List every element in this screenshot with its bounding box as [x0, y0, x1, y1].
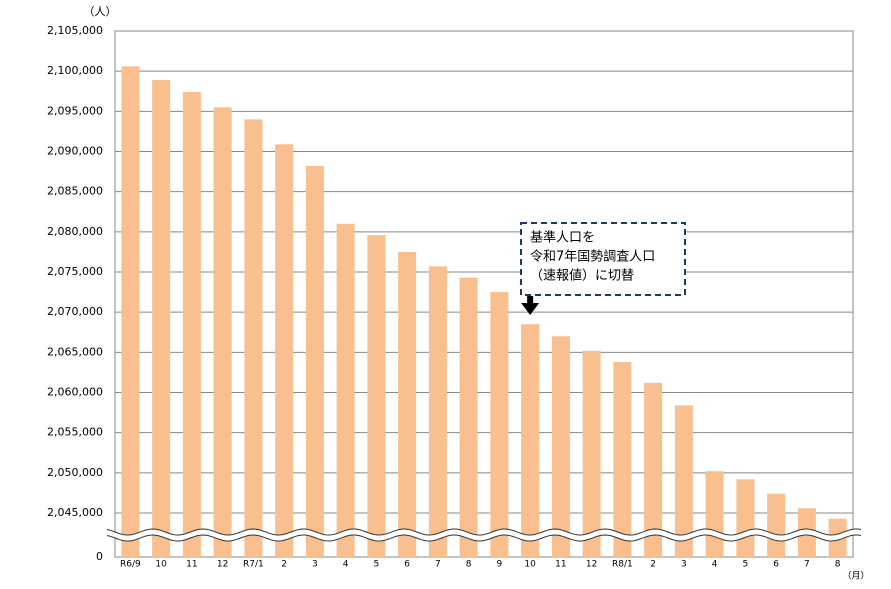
x-tick-label: 2	[281, 560, 287, 570]
y-tick-label: 2,090,000	[47, 145, 103, 158]
bar	[152, 80, 171, 558]
annotation-box	[520, 222, 686, 296]
x-tick-label: 7	[804, 560, 810, 570]
y-tick-label: 2,050,000	[47, 466, 103, 479]
y-tick-label: 2,095,000	[47, 104, 103, 117]
bar	[582, 350, 601, 557]
y-tick-label: 2,065,000	[47, 345, 103, 358]
x-unit: （月）	[842, 571, 869, 582]
bar	[275, 144, 294, 557]
x-tick-label: 6	[773, 560, 779, 570]
bar	[336, 223, 355, 558]
bar	[767, 493, 786, 557]
bar	[305, 165, 324, 557]
bar	[182, 92, 201, 557]
x-tick-label: 4	[343, 560, 349, 570]
bar	[244, 119, 263, 557]
x-tick-label: R8/1	[612, 560, 633, 570]
x-tick-label: 4	[712, 560, 718, 570]
x-tick-label: 6	[404, 560, 410, 570]
bar	[428, 266, 447, 557]
y-tick-label: 2,100,000	[47, 64, 103, 77]
x-tick-label: 2	[650, 560, 656, 570]
x-tick-label: 7	[435, 560, 441, 570]
x-tick-label: 5	[743, 560, 749, 570]
bar	[551, 336, 570, 557]
y-tick-label: 2,080,000	[47, 225, 103, 238]
axis-break-line	[106, 534, 862, 542]
bar	[121, 66, 140, 557]
bar	[521, 324, 540, 557]
bar	[705, 471, 724, 557]
axis-break-line	[106, 528, 862, 536]
x-tick-label: 8	[466, 560, 472, 570]
y-tick-label: 0	[96, 550, 103, 563]
x-tick-label: 10	[155, 560, 167, 570]
x-tick-label: 5	[374, 560, 380, 570]
bar	[213, 107, 232, 558]
y-tick-label: 2,055,000	[47, 426, 103, 439]
y-unit: （人）	[84, 5, 117, 18]
x-tick-label: R7/1	[243, 560, 264, 570]
y-tick-label: 2,070,000	[47, 305, 103, 318]
y-tick-label: 2,045,000	[47, 506, 103, 519]
bar	[613, 361, 632, 557]
x-tick-label: 11	[555, 560, 566, 570]
arrow-head	[521, 303, 540, 315]
bar	[459, 277, 478, 557]
bar	[490, 292, 509, 557]
x-tick-label: 9	[497, 560, 503, 570]
x-tick-label: 10	[524, 560, 536, 570]
y-tick-label: 2,105,000	[47, 24, 103, 37]
x-tick-label: R6/9	[120, 560, 141, 570]
x-tick-label: 12	[586, 560, 597, 570]
bar	[398, 251, 417, 557]
bar	[736, 479, 755, 557]
annotation-text: 令和7年国勢調査人口	[530, 250, 655, 265]
y-tick-label: 2,075,000	[47, 265, 103, 278]
x-tick-label: 12	[217, 560, 228, 570]
y-tick-label: 2,085,000	[47, 185, 103, 198]
bar	[644, 382, 663, 557]
bar	[367, 235, 386, 557]
bar	[674, 405, 693, 557]
annotation-text: 基準人口を	[530, 230, 595, 246]
x-tick-label: 11	[186, 560, 197, 570]
y-tick-label: 2,060,000	[47, 386, 103, 399]
x-tick-label: 8	[835, 560, 841, 570]
annotation-text: （速報値）に切替	[530, 268, 634, 284]
x-tick-label: 3	[681, 560, 687, 570]
x-tick-label: 3	[312, 560, 318, 570]
arrow-shaft	[527, 296, 534, 304]
